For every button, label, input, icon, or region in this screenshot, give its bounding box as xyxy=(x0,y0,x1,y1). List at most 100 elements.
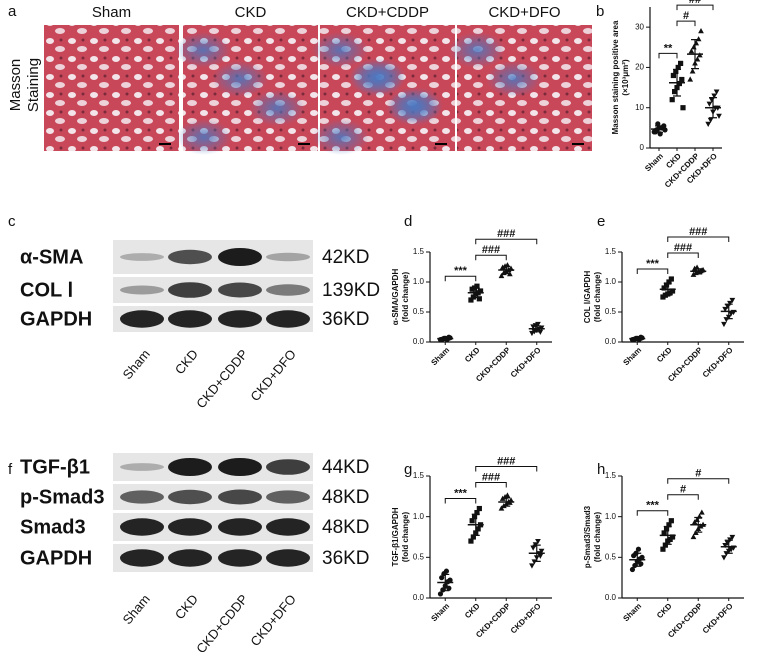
x-tick-label: CKD+DFO xyxy=(701,346,735,380)
lane-label: CKD+CDDP xyxy=(193,591,251,652)
panel-letter: d xyxy=(404,213,412,230)
significance-label: # xyxy=(683,10,689,22)
blot-band xyxy=(120,549,164,567)
lane-label: Sham xyxy=(120,591,153,627)
data-point xyxy=(722,543,729,549)
y-tick-label: 20 xyxy=(635,63,644,72)
error-bar xyxy=(691,39,699,70)
blot-band xyxy=(218,518,262,536)
x-tick-label: CKD xyxy=(463,345,482,364)
data-point xyxy=(535,538,541,545)
significance-label: # xyxy=(680,484,686,496)
data-point xyxy=(711,93,718,99)
y-tick-label: 1.5 xyxy=(413,247,425,256)
panel-letter: a xyxy=(8,3,17,20)
data-point xyxy=(663,282,670,288)
y-tick-label: 0 xyxy=(640,143,645,152)
blot-band xyxy=(218,248,262,266)
data-point xyxy=(661,530,667,536)
y-axis-label: Masson staining positive area xyxy=(611,20,620,134)
data-point xyxy=(661,285,667,291)
significance-label: *** xyxy=(454,265,468,277)
error-bar xyxy=(724,303,733,320)
blot-band xyxy=(168,518,212,536)
significance-bracket xyxy=(667,236,730,242)
data-point xyxy=(668,518,674,524)
y-tick-label: 0.0 xyxy=(605,593,617,602)
data-point xyxy=(629,566,636,573)
significance-label: *** xyxy=(646,500,660,512)
y-axis-label: (fold change) xyxy=(401,512,410,563)
significance-bracket xyxy=(676,4,714,11)
blot-band xyxy=(266,310,310,328)
protein-label: TGF-β1 xyxy=(20,456,90,478)
y-tick-label: 1.5 xyxy=(605,471,617,480)
y-tick-label: 1.5 xyxy=(605,247,617,256)
data-point xyxy=(707,117,714,123)
data-point xyxy=(471,514,478,520)
blot-band xyxy=(218,310,262,328)
data-point xyxy=(688,48,695,54)
lane-label: CKD+CDDP xyxy=(193,346,251,411)
fibrosis-area xyxy=(249,90,305,126)
blot-band xyxy=(168,282,212,298)
significance-bracket xyxy=(475,466,538,472)
blot-band xyxy=(120,463,164,471)
data-point xyxy=(716,113,722,119)
significance-bracket xyxy=(667,252,699,258)
data-point xyxy=(437,591,444,597)
fibrosis-area xyxy=(449,32,505,68)
significance-label: ### xyxy=(497,228,515,240)
x-tick-label: Sham xyxy=(621,602,643,624)
size-label: 44KD xyxy=(322,457,370,478)
error-bar xyxy=(633,552,642,567)
significance-label: ### xyxy=(674,242,692,254)
significance-bracket xyxy=(475,238,538,245)
data-point xyxy=(698,509,705,515)
data-point xyxy=(706,101,713,107)
data-point xyxy=(470,534,476,540)
data-point xyxy=(529,563,535,569)
size-label: 36KD xyxy=(322,309,370,330)
data-point xyxy=(676,80,682,87)
significance-bracket xyxy=(658,52,678,59)
error-bar xyxy=(724,539,733,554)
significance-bracket xyxy=(667,494,699,500)
data-point xyxy=(669,534,676,540)
data-point xyxy=(475,526,481,532)
y-tick-label: 1.0 xyxy=(605,277,617,286)
panel-letter: g xyxy=(404,461,412,478)
data-point xyxy=(635,546,642,552)
x-tick-label: CKD+DFO xyxy=(509,346,543,380)
data-point xyxy=(721,555,727,561)
histology-column-label: CKD xyxy=(235,4,267,21)
fibrosis-area xyxy=(350,58,406,94)
panel-letter: h xyxy=(597,461,605,478)
data-point xyxy=(666,522,672,528)
blot-band xyxy=(120,285,164,295)
data-point xyxy=(469,518,475,524)
data-point xyxy=(679,76,685,83)
y-axis-label: α-SMA/GAPDH xyxy=(391,269,400,326)
fibrosis-area xyxy=(176,119,232,155)
fibrosis-area xyxy=(212,61,268,97)
histology-column-label: CKD+CDDP xyxy=(346,4,429,21)
data-point xyxy=(705,121,712,127)
y-axis-label: (fold change) xyxy=(593,272,602,323)
lane-label: CKD xyxy=(172,591,201,622)
size-label: 139KD xyxy=(322,280,380,301)
x-tick-label: Sham xyxy=(621,346,643,368)
y-tick-label: 0.0 xyxy=(413,593,425,602)
significance-label: ### xyxy=(689,226,707,238)
data-point xyxy=(474,283,480,289)
data-point xyxy=(639,554,645,560)
data-point xyxy=(498,272,505,279)
panel-letter: b xyxy=(596,3,604,20)
y-tick-label: 0.0 xyxy=(413,337,425,346)
error-bar xyxy=(532,544,541,562)
data-point xyxy=(713,89,720,95)
size-label: 48KD xyxy=(322,487,370,508)
blot-band xyxy=(168,249,212,265)
histology-column-label: CKD+DFO xyxy=(488,4,560,21)
significance-bracket xyxy=(667,478,730,484)
